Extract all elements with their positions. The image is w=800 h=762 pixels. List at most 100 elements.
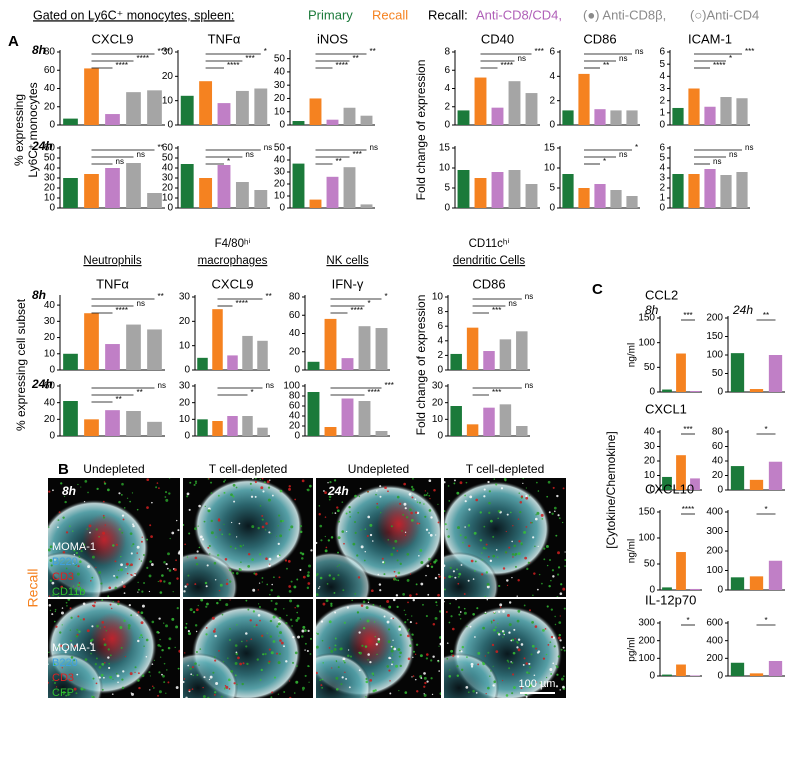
speckle: [426, 680, 429, 683]
bar: [63, 353, 78, 370]
bar: [672, 174, 684, 208]
speckle: [510, 511, 512, 514]
speckle: [140, 611, 144, 615]
bar: [375, 328, 388, 370]
speckle: [499, 606, 502, 608]
speckle: [530, 521, 532, 524]
speckle: [103, 643, 107, 647]
speckle: [428, 494, 431, 497]
speckle: [470, 559, 474, 563]
speckle: [447, 535, 450, 538]
y-tick-label: 100: [638, 337, 655, 348]
speckle: [539, 682, 542, 684]
speckle: [453, 479, 456, 482]
speckle: [420, 677, 423, 679]
y-tick-label: 30: [44, 173, 56, 184]
bar: [326, 176, 339, 208]
speckle: [217, 494, 220, 497]
speckle: [84, 658, 88, 661]
speckle: [552, 486, 555, 489]
speckle: [185, 696, 188, 698]
significance-label: ****: [351, 306, 363, 315]
speckle: [143, 582, 146, 584]
speckle: [306, 586, 310, 590]
speckle: [431, 693, 434, 696]
speckle: [322, 662, 324, 664]
speckle: [458, 572, 462, 576]
speckle: [404, 691, 408, 694]
speckle: [493, 628, 496, 632]
speckle: [410, 638, 413, 641]
speckle: [219, 583, 223, 587]
speckle: [309, 637, 312, 640]
speckle: [301, 629, 305, 633]
speckle: [411, 488, 415, 491]
speckle: [83, 543, 86, 546]
speckle: [439, 636, 441, 639]
speckle: [116, 672, 118, 675]
speckle: [228, 688, 231, 690]
speckle: [83, 500, 86, 503]
speckle: [223, 491, 226, 494]
speckle: [536, 511, 540, 515]
speckle: [252, 610, 256, 613]
speckle: [52, 489, 54, 492]
speckle: [332, 577, 336, 581]
speckle: [334, 512, 337, 514]
speckle: [246, 640, 248, 642]
speckle: [319, 679, 322, 682]
bar: [324, 318, 337, 370]
significance-label: ****: [116, 306, 128, 315]
speckle: [465, 481, 468, 484]
speckle: [103, 661, 106, 664]
speckle: [506, 513, 509, 516]
y-tick-label: 0: [717, 671, 723, 682]
y-tick-label: 20: [289, 346, 301, 357]
speckle: [382, 561, 385, 564]
speckle: [149, 675, 152, 677]
speckle: [277, 622, 281, 626]
speckle: [158, 690, 162, 694]
speckle: [528, 495, 531, 497]
speckle: [366, 619, 370, 623]
y-tick-label: 40: [644, 427, 656, 438]
bar: [212, 421, 223, 436]
speckle: [194, 583, 197, 586]
speckle: [288, 487, 291, 491]
image-content: [316, 478, 441, 597]
speckle: [245, 599, 248, 602]
speckle: [258, 605, 261, 609]
y-tick-label: 30: [44, 316, 56, 327]
y-tick-label: 0: [49, 431, 55, 442]
speckle: [464, 494, 466, 497]
speckle: [79, 618, 82, 621]
y-tick-label: 30: [644, 441, 656, 452]
bar: [358, 401, 371, 436]
speckle: [195, 562, 199, 566]
speckle: [167, 681, 170, 684]
speckle: [460, 650, 463, 653]
speckle: [447, 485, 450, 487]
speckle: [131, 545, 133, 547]
bar: [227, 416, 238, 436]
speckle: [324, 516, 327, 518]
significance-label: **: [266, 292, 272, 301]
speckle: [328, 495, 332, 499]
speckle: [68, 525, 71, 528]
speckle: [511, 661, 514, 664]
speckle: [404, 531, 407, 534]
y-tick-label: 20: [162, 183, 174, 194]
bar: [690, 391, 700, 392]
speckle: [269, 479, 271, 481]
panel-label: B: [58, 461, 69, 478]
y-tick-label: 0: [167, 120, 173, 131]
speckle: [372, 603, 375, 606]
speckle: [418, 554, 420, 557]
speckle: [48, 681, 50, 684]
y-axis-label: Fold change of expression: [414, 295, 428, 436]
speckle: [391, 663, 393, 666]
speckle: [213, 561, 217, 565]
speckle: [550, 672, 553, 675]
speckle: [388, 669, 391, 672]
speckle: [549, 667, 553, 671]
